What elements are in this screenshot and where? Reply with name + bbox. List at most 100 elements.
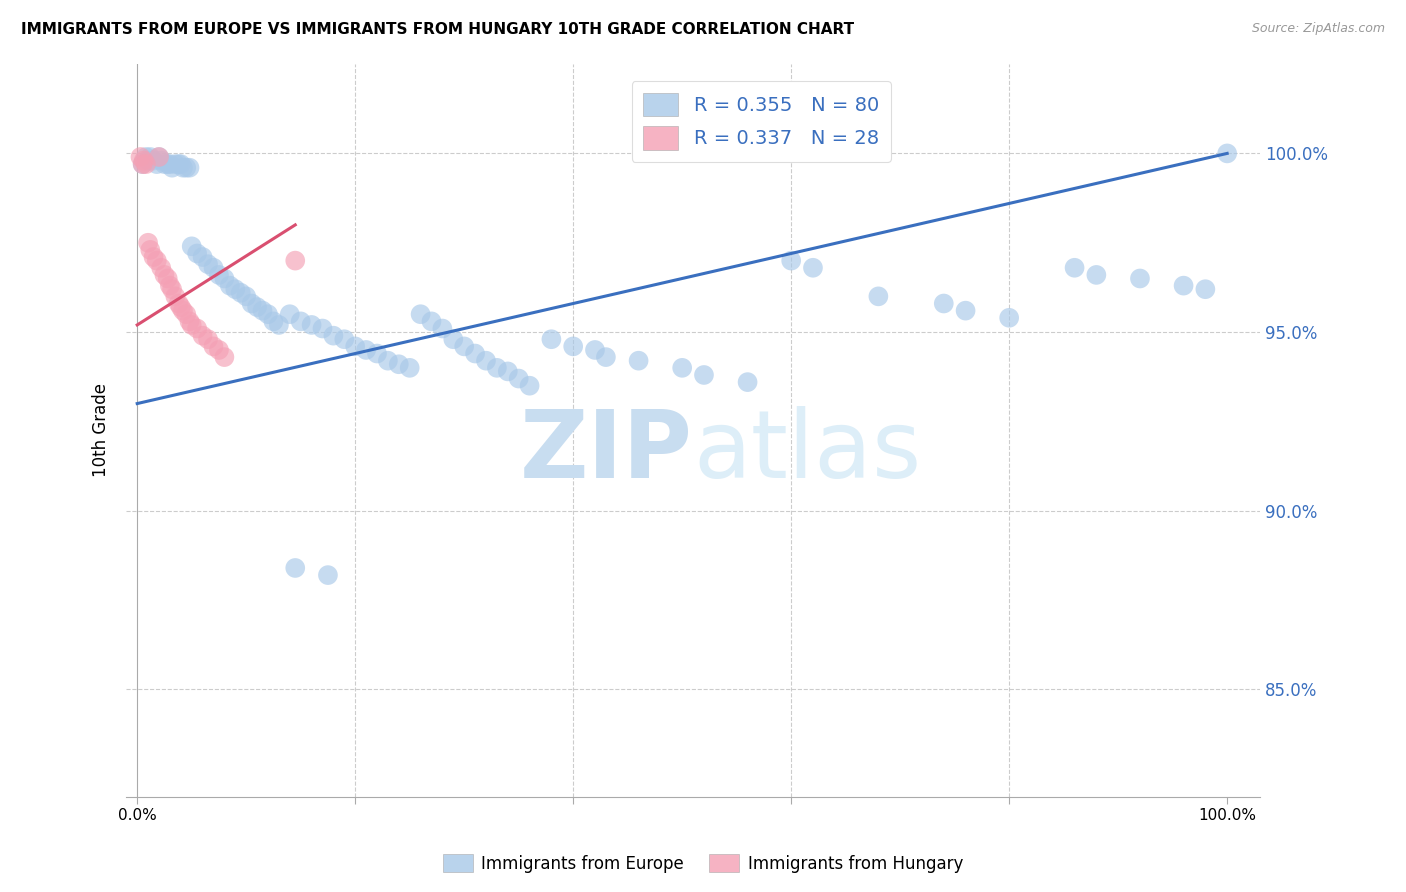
Point xyxy=(583,343,606,357)
Point xyxy=(186,321,208,335)
Point xyxy=(284,253,307,268)
Point xyxy=(316,568,339,582)
Point xyxy=(257,307,280,321)
Point xyxy=(420,314,443,328)
Point xyxy=(150,260,173,275)
Point xyxy=(322,328,344,343)
Point xyxy=(165,157,187,171)
Point xyxy=(868,289,890,303)
Point xyxy=(595,350,617,364)
Point xyxy=(208,343,231,357)
Point xyxy=(160,161,183,175)
Point xyxy=(156,157,179,171)
Point xyxy=(240,296,263,310)
Point xyxy=(235,289,257,303)
Point xyxy=(932,296,955,310)
Text: Source: ZipAtlas.com: Source: ZipAtlas.com xyxy=(1251,22,1385,36)
Point xyxy=(180,239,202,253)
Point xyxy=(131,157,153,171)
Point xyxy=(540,332,562,346)
Point xyxy=(179,161,201,175)
Point xyxy=(218,278,240,293)
Point xyxy=(197,332,219,346)
Point xyxy=(252,303,274,318)
Point xyxy=(208,268,231,282)
Point xyxy=(156,271,179,285)
Point xyxy=(197,257,219,271)
Point xyxy=(159,278,181,293)
Point xyxy=(475,353,498,368)
Y-axis label: 10th Grade: 10th Grade xyxy=(93,384,110,477)
Point xyxy=(485,360,508,375)
Text: ZIP: ZIP xyxy=(520,407,693,499)
Point xyxy=(562,339,585,353)
Point xyxy=(432,321,454,335)
Point xyxy=(377,353,399,368)
Point xyxy=(170,300,193,314)
Point xyxy=(344,339,367,353)
Point xyxy=(139,243,162,257)
Point xyxy=(955,303,977,318)
Point xyxy=(146,253,169,268)
Point xyxy=(135,150,157,164)
Point xyxy=(167,157,190,171)
Text: IMMIGRANTS FROM EUROPE VS IMMIGRANTS FROM HUNGARY 10TH GRADE CORRELATION CHART: IMMIGRANTS FROM EUROPE VS IMMIGRANTS FRO… xyxy=(21,22,855,37)
Point xyxy=(172,161,194,175)
Point xyxy=(508,371,530,385)
Point xyxy=(398,360,420,375)
Point xyxy=(186,246,208,260)
Point xyxy=(202,339,225,353)
Point xyxy=(671,360,693,375)
Point xyxy=(1173,278,1195,293)
Point xyxy=(165,289,187,303)
Point xyxy=(1194,282,1216,296)
Point xyxy=(191,328,214,343)
Point xyxy=(333,332,356,346)
Point xyxy=(170,157,193,171)
Point xyxy=(142,153,165,168)
Point xyxy=(214,350,236,364)
Point xyxy=(191,250,214,264)
Point xyxy=(267,318,290,332)
Point xyxy=(780,253,803,268)
Point xyxy=(519,378,541,392)
Point xyxy=(229,285,252,300)
Point xyxy=(464,346,486,360)
Point xyxy=(136,153,159,168)
Point xyxy=(146,157,169,171)
Point xyxy=(214,271,236,285)
Point xyxy=(354,343,377,357)
Point xyxy=(224,282,246,296)
Point xyxy=(262,314,284,328)
Point xyxy=(409,307,432,321)
Text: atlas: atlas xyxy=(693,407,921,499)
Point xyxy=(174,161,197,175)
Point xyxy=(174,307,197,321)
Legend: Immigrants from Europe, Immigrants from Hungary: Immigrants from Europe, Immigrants from … xyxy=(436,847,970,880)
Point xyxy=(1085,268,1108,282)
Point xyxy=(453,339,475,353)
Point xyxy=(246,300,269,314)
Legend: R = 0.355   N = 80, R = 0.337   N = 28: R = 0.355 N = 80, R = 0.337 N = 28 xyxy=(631,81,890,161)
Point xyxy=(159,157,181,171)
Point xyxy=(135,157,157,171)
Point xyxy=(627,353,650,368)
Point xyxy=(284,561,307,575)
Point xyxy=(160,282,183,296)
Point xyxy=(148,150,170,164)
Point xyxy=(142,250,165,264)
Point xyxy=(801,260,824,275)
Point xyxy=(132,153,155,168)
Point xyxy=(148,150,170,164)
Point xyxy=(172,303,194,318)
Point xyxy=(301,318,323,332)
Point xyxy=(180,318,202,332)
Point xyxy=(998,310,1021,325)
Point xyxy=(311,321,333,335)
Point xyxy=(496,364,519,378)
Point xyxy=(150,153,173,168)
Point xyxy=(388,357,411,371)
Point xyxy=(1129,271,1152,285)
Point xyxy=(131,157,153,171)
Point xyxy=(153,268,176,282)
